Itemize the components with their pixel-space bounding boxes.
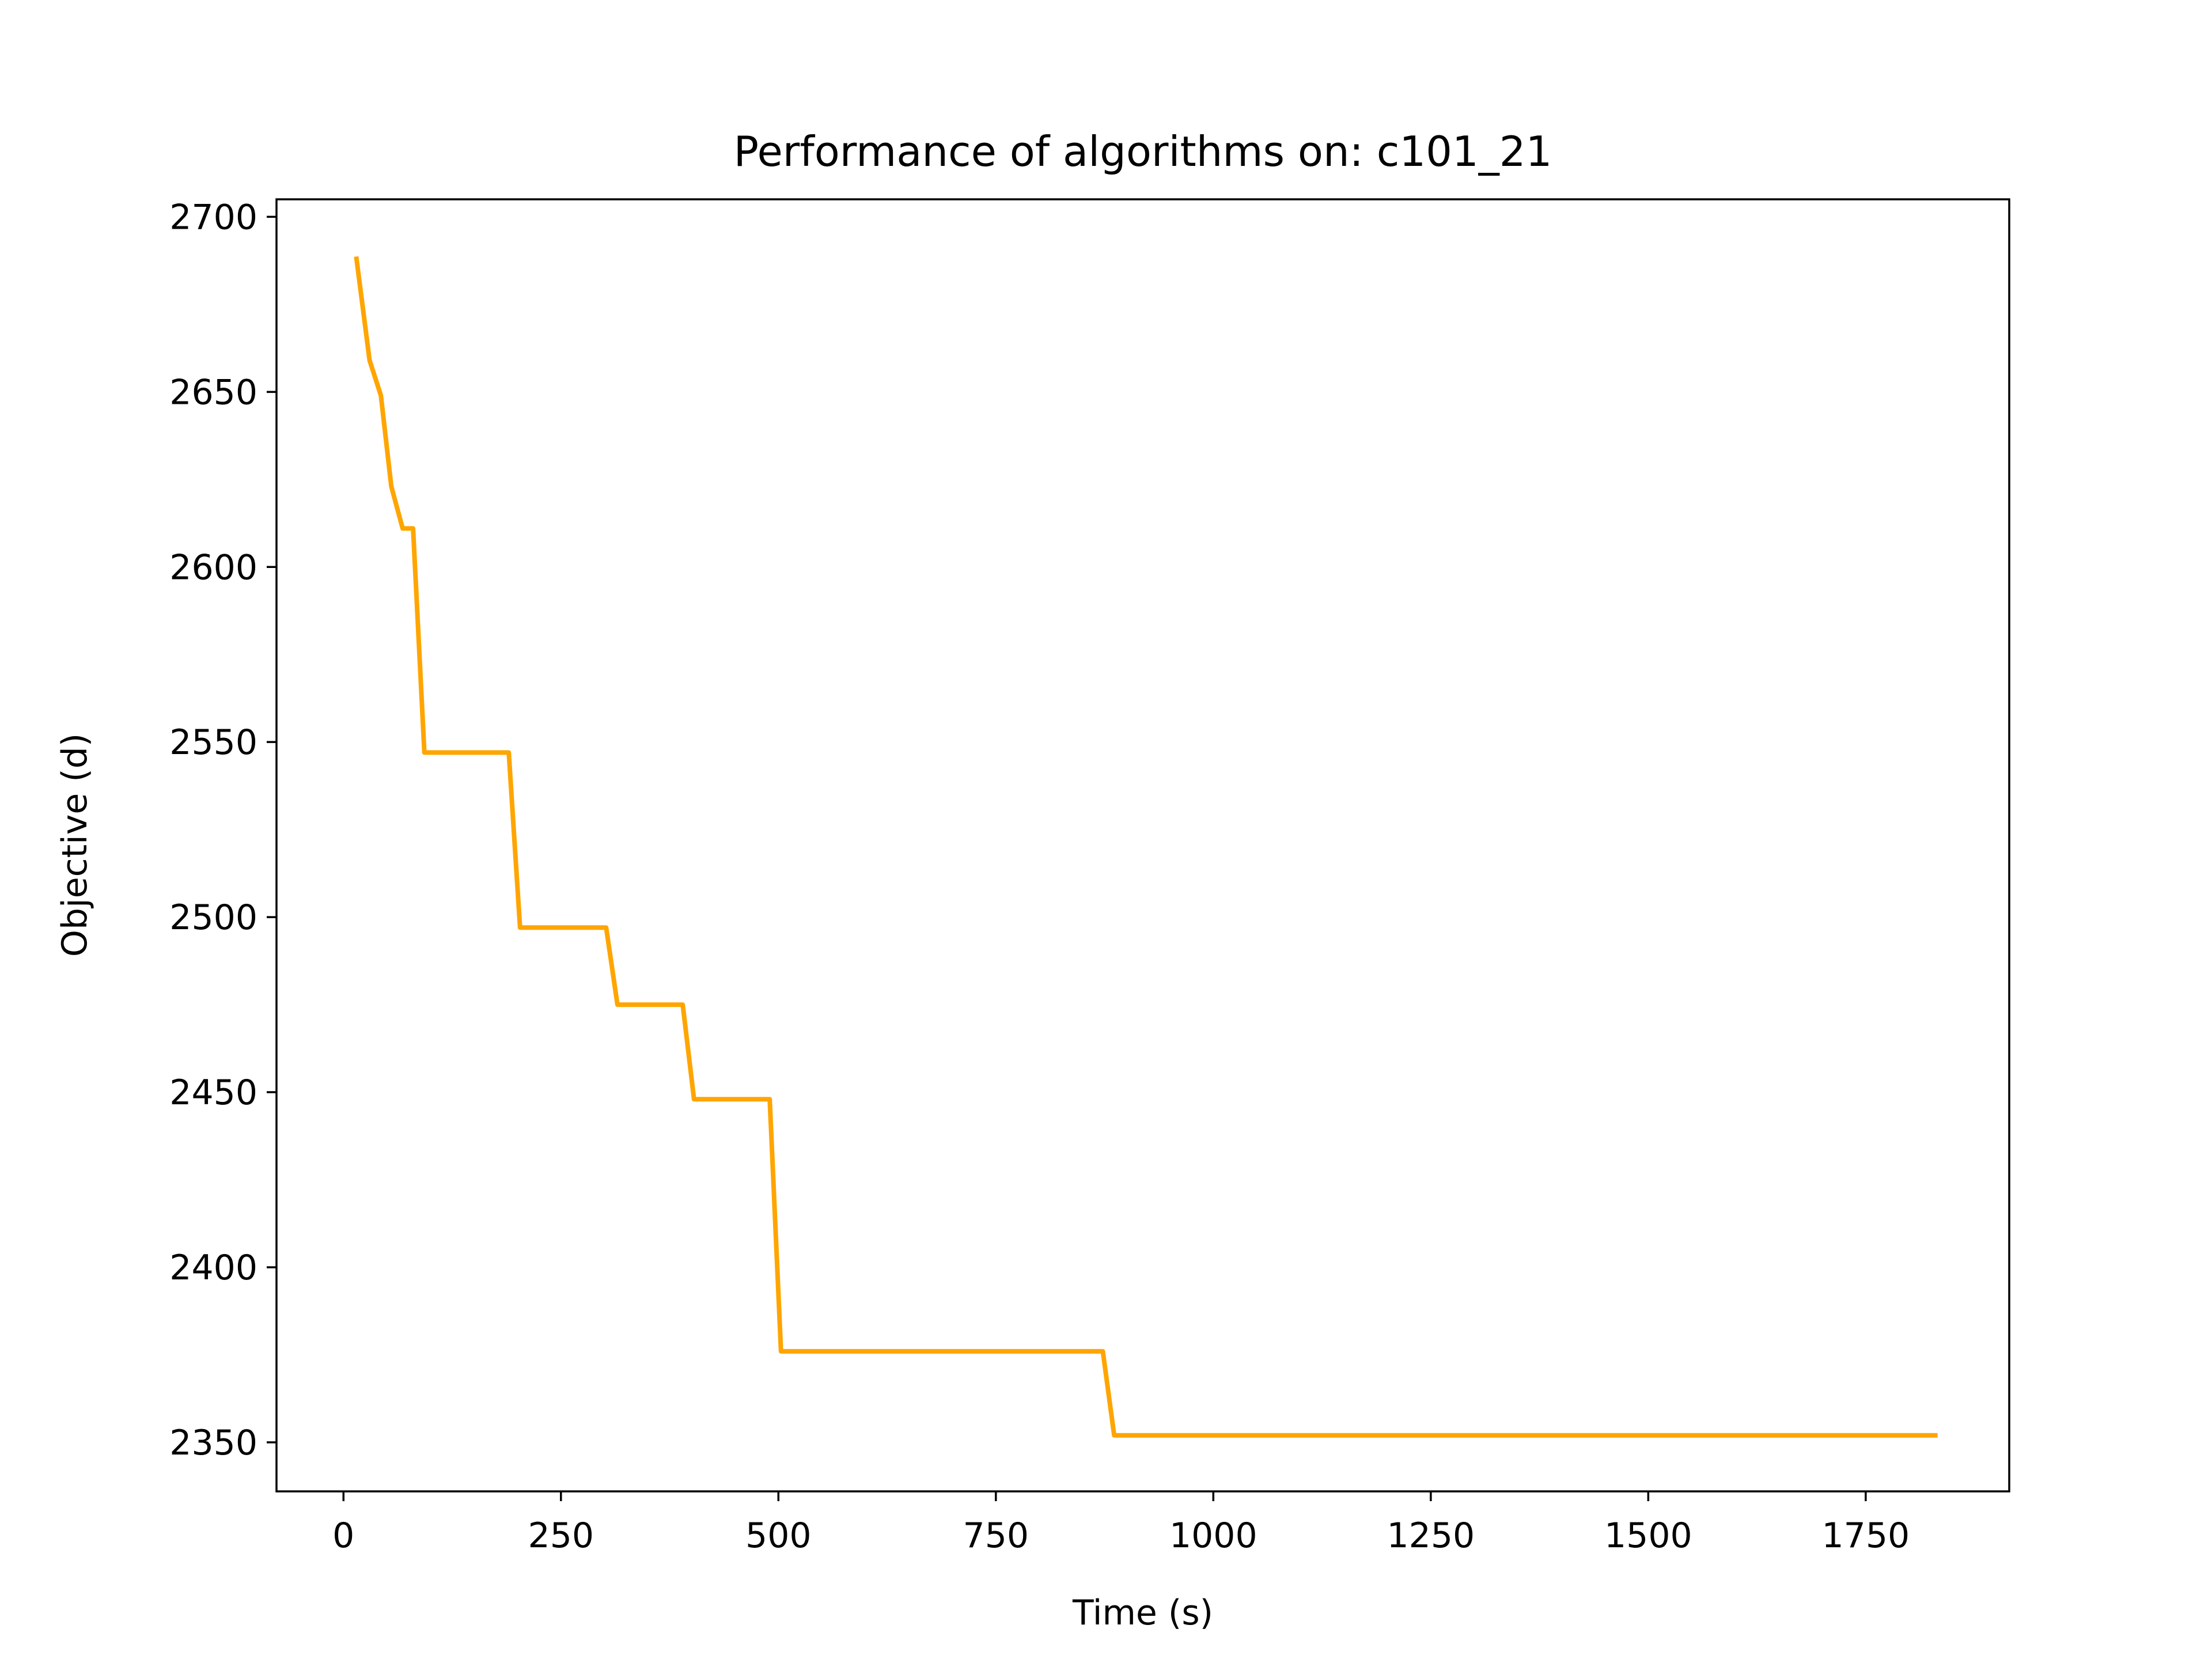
x-tick-label: 750 xyxy=(963,1516,1029,1556)
chart-title: Performance of algorithms on: c101_21 xyxy=(734,127,1552,176)
plot-area xyxy=(354,256,1938,1438)
x-tick-label: 500 xyxy=(745,1516,812,1556)
y-tick-label: 2550 xyxy=(169,722,257,763)
x-axis: 0 250 500 750 1000 1250 1500 1750 xyxy=(332,1491,1910,1556)
series-line-0 xyxy=(354,256,1938,1438)
y-tick-label: 2650 xyxy=(169,372,257,412)
y-tick-label: 2350 xyxy=(169,1423,257,1463)
y-axis: 2350 2400 2450 2500 2550 2600 2650 2700 xyxy=(169,197,276,1463)
x-tick-label: 1750 xyxy=(1821,1516,1910,1556)
x-tick-label: 0 xyxy=(332,1516,354,1556)
x-tick-label: 1250 xyxy=(1387,1516,1475,1556)
plot-frame xyxy=(275,198,2010,1493)
y-tick-label: 2500 xyxy=(169,897,257,938)
y-tick-label: 2450 xyxy=(169,1073,257,1113)
y-axis-label: Objective (d) xyxy=(55,733,95,957)
x-tick-label: 1000 xyxy=(1169,1516,1257,1556)
x-tick-label: 250 xyxy=(528,1516,594,1556)
y-tick-label: 2700 xyxy=(169,197,257,237)
x-axis-label: Time (s) xyxy=(1072,1593,1213,1633)
x-tick-label: 1500 xyxy=(1604,1516,1692,1556)
y-tick-label: 2400 xyxy=(169,1248,257,1288)
y-tick-label: 2600 xyxy=(169,547,257,588)
